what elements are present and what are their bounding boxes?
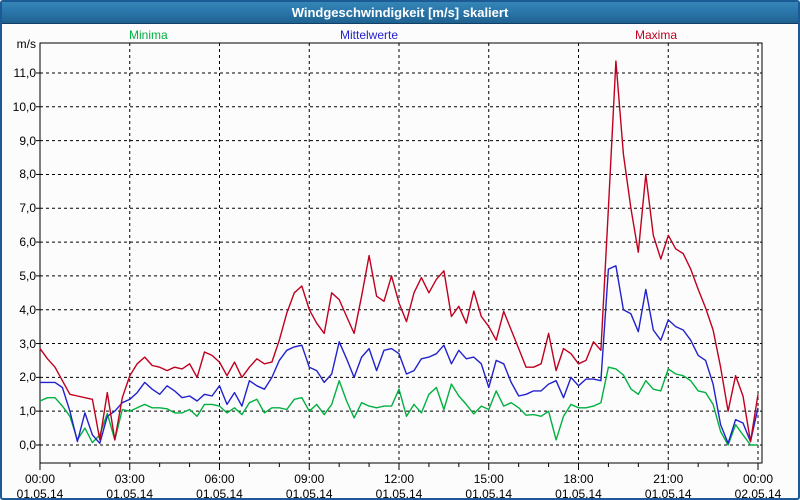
series-line-mittelwerte bbox=[40, 265, 759, 444]
x-tick-time: 15:00 bbox=[473, 472, 504, 486]
x-tick-time: 21:00 bbox=[653, 472, 684, 486]
x-tick-date: 01.05.14 bbox=[644, 487, 692, 500]
y-tick-label: 8,0 bbox=[19, 167, 36, 182]
y-tick-label: 9,0 bbox=[19, 133, 36, 148]
series-line-minima bbox=[39, 366, 758, 446]
x-tick-date: 01.05.14 bbox=[285, 487, 333, 500]
y-tick-label: 1,0 bbox=[19, 404, 36, 419]
y-tick-label: 7,0 bbox=[19, 201, 36, 216]
window-title-bar: Windgeschwindigkeit [m/s] skaliert bbox=[2, 2, 798, 24]
y-tick-label: 0,0 bbox=[19, 438, 36, 452]
y-tick-label: 10,0 bbox=[12, 99, 36, 114]
plot-border bbox=[39, 42, 763, 464]
x-tick-label: 12:00 01.05.14 bbox=[367, 472, 431, 500]
x-tick-time: 00:00 bbox=[24, 472, 56, 486]
x-tick-date: 01.05.14 bbox=[375, 487, 423, 500]
x-tick-date: 01.05.14 bbox=[555, 487, 602, 500]
y-tick-label: 2,0 bbox=[19, 370, 36, 385]
y-tick-label: 4,0 bbox=[19, 302, 36, 317]
x-tick-time: 00:00 bbox=[742, 472, 774, 486]
x-tick-label: 15:00 01.05.14 bbox=[457, 472, 521, 500]
series-line-maxima bbox=[39, 60, 759, 443]
legend-mittelwerte: Mittelwerte bbox=[340, 28, 399, 42]
y-tick-label: 5,0 bbox=[19, 268, 36, 283]
y-axis-unit-label: m/s bbox=[16, 37, 36, 51]
x-tick-time: 09:00 bbox=[294, 472, 325, 486]
window-title: Windgeschwindigkeit [m/s] skaliert bbox=[291, 5, 509, 20]
y-tick-label: 3,0 bbox=[19, 336, 36, 351]
x-tick-label: 00:00 02.05.14 bbox=[726, 472, 790, 500]
x-tick-date: 02.05.14 bbox=[734, 487, 782, 500]
x-tick-label: 21:00 01.05.14 bbox=[636, 472, 700, 500]
x-tick-label: 00:00 01.05.14 bbox=[8, 472, 72, 500]
x-tick-time: 18:00 bbox=[563, 472, 594, 486]
x-tick-time: 03:00 bbox=[114, 472, 145, 486]
y-tick-label: 6,0 bbox=[19, 235, 36, 250]
x-tick-label: 06:00 01.05.14 bbox=[188, 472, 252, 500]
legend-maxima: Maxima bbox=[635, 28, 678, 42]
x-tick-time: 12:00 bbox=[383, 472, 415, 486]
x-tick-label: 09:00 01.05.14 bbox=[277, 472, 341, 500]
x-tick-date: 01.05.14 bbox=[106, 487, 154, 500]
legend-minima: Minima bbox=[129, 28, 168, 42]
x-tick-date: 01.05.14 bbox=[16, 487, 64, 500]
y-tick-label: 11,0 bbox=[13, 65, 36, 80]
x-tick-label: 18:00 01.05.14 bbox=[547, 472, 611, 500]
x-tick-label: 03:00 01.05.14 bbox=[98, 472, 162, 500]
x-tick-date: 01.05.14 bbox=[196, 487, 243, 500]
x-tick-date: 01.05.14 bbox=[465, 487, 513, 500]
x-tick-time: 06:00 bbox=[204, 472, 235, 486]
